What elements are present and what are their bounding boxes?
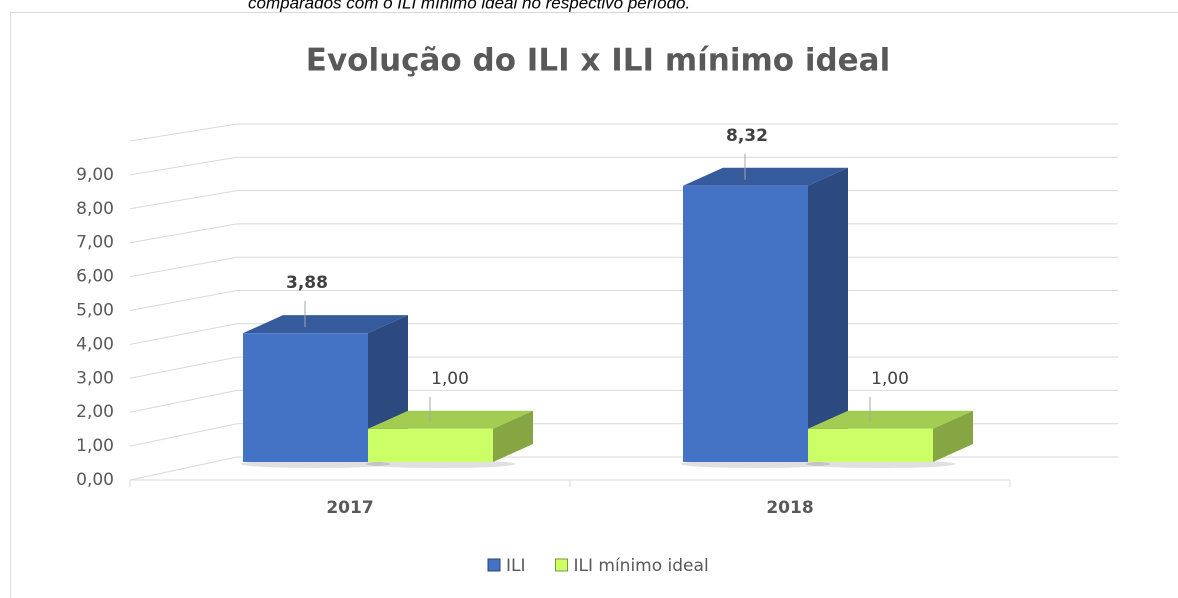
x-tick-label: 2018 (766, 498, 813, 518)
bar-side (493, 410, 533, 462)
y-tick-label: 7,00 (76, 233, 114, 253)
legend-swatch (487, 558, 501, 572)
y-tick-label: 5,00 (76, 301, 114, 321)
legend-label: ILI mínimo ideal (574, 556, 709, 576)
bar-top (368, 410, 533, 429)
y-tick-label: 3,00 (76, 368, 114, 388)
wall-side-top (129, 123, 238, 142)
chart-frame (10, 12, 1178, 598)
y-tick-label: 2,00 (76, 402, 114, 422)
bar (368, 428, 493, 462)
legend-swatch (555, 558, 568, 572)
bar-top (683, 167, 848, 186)
bar (683, 185, 808, 462)
y-tick-label: 4,00 (76, 334, 114, 354)
y-tick-label: 9,00 (76, 165, 114, 185)
data-label: 1,00 (871, 369, 909, 389)
caption: comparados com o ILI mínimo ideal no res… (248, 0, 690, 12)
bar-side (933, 410, 973, 462)
data-label: 1,00 (431, 369, 469, 389)
x-tick-label: 2017 (326, 498, 373, 518)
bar-side (808, 167, 848, 462)
chart-title: Evolução do ILI x ILI mínimo ideal (306, 43, 890, 79)
bar-top (808, 410, 973, 429)
y-tick-label: 6,00 (76, 267, 114, 287)
y-tick-label: 8,00 (76, 199, 114, 219)
data-label: 8,32 (726, 126, 768, 146)
bar (808, 428, 933, 462)
data-label: 3,88 (286, 273, 328, 293)
legend-label: ILI (506, 556, 526, 576)
y-tick-label: 1,00 (76, 436, 114, 456)
bar-top (243, 315, 408, 334)
grid-line (129, 156, 1118, 176)
bar (243, 333, 368, 462)
y-tick-label: 0,00 (76, 470, 114, 490)
